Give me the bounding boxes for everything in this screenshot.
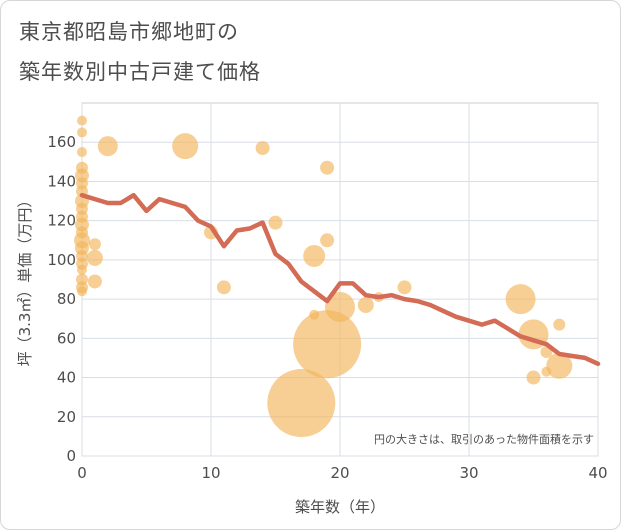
bubble-point-24 [172,133,199,160]
bubble-point-27 [255,141,270,156]
bubble-point-22 [87,274,102,289]
y-tick-label-3: 60 [57,329,76,347]
bubble-point-2 [77,147,87,158]
y-tick-label-6: 120 [47,212,76,230]
bubble-point-41 [526,370,541,385]
bubble-point-26 [216,280,231,295]
y-tick-label-5: 100 [47,251,76,269]
y-tick-label-0: 0 [66,447,76,465]
y-tick-label-2: 40 [57,369,76,387]
chart-title-line2: 築年数別中古戸建て価格 [19,60,261,84]
bubble-series [74,115,573,438]
y-tick-label-7: 140 [47,172,76,190]
bubble-point-39 [505,284,536,315]
bubble-point-38 [397,280,412,295]
chart-title-line1: 東京都昭島市郷地町の [19,20,239,44]
y-tick-labels: 0 20 40 60 80 100 120 140 160 [47,133,76,465]
bubble-point-36 [357,296,374,313]
y-tick-label-4: 80 [57,290,76,308]
bubble-point-0 [77,115,87,126]
x-axis-label: 築年数（年） [295,498,385,516]
bubble-point-16 [77,264,87,275]
bubble-point-34 [293,310,362,379]
bubble-point-29 [267,369,336,438]
bubble-point-45 [546,352,573,379]
x-tick-label-4: 40 [588,464,607,482]
x-tick-label-0: 0 [77,464,87,482]
x-tick-label-3: 30 [459,464,478,482]
bubble-point-30 [303,244,326,267]
y-axis-label: 坪（3.3㎡）単価（万円） [16,193,34,367]
x-tick-label-1: 10 [201,464,220,482]
y-tick-label-1: 20 [57,408,76,426]
bubble-point-19 [77,286,87,297]
bubble-point-28 [268,215,283,230]
bubble-point-1 [77,127,87,138]
bubble-point-33 [320,233,335,248]
x-tick-labels: 0 10 20 30 40 [77,464,607,482]
bubble-point-23 [97,136,118,157]
bubble-size-note: 円の大きさは、取引のあった物件面積を示す [374,432,594,446]
bubble-point-20 [88,238,101,251]
bubble-point-35 [325,291,355,322]
average-price-line [79,192,601,367]
y-tick-label-8: 160 [47,133,76,151]
bubble-point-44 [553,318,566,331]
x-tick-label-2: 20 [330,464,349,482]
bubble-point-32 [320,160,335,175]
bubble-point-21 [86,249,103,266]
